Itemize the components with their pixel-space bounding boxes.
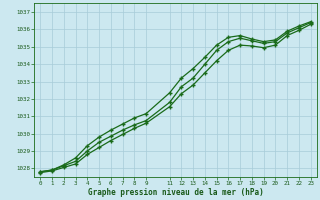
X-axis label: Graphe pression niveau de la mer (hPa): Graphe pression niveau de la mer (hPa) xyxy=(88,188,263,197)
